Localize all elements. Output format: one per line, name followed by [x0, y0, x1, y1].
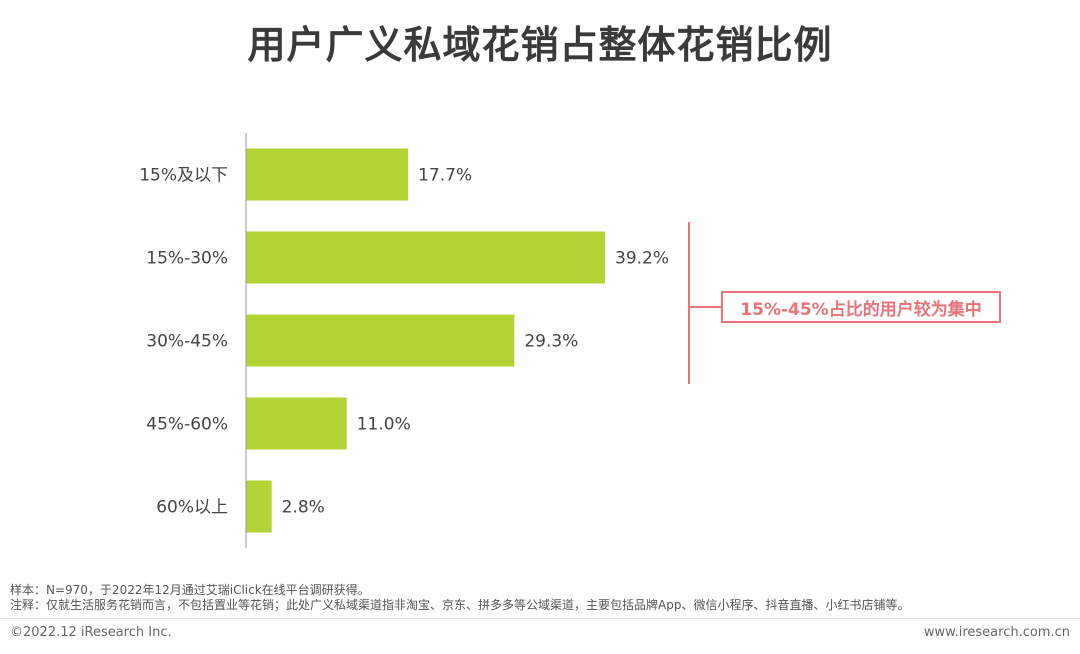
category-label: 15%及以下 — [139, 166, 228, 186]
callout-text: 15%-45%占比的用户较为集中 — [740, 299, 982, 320]
remark-note: 注释：仅就生活服务花销而言，不包括置业等花销；此处广义私域渠道指非淘宝、京东、拼… — [10, 598, 910, 612]
bar — [246, 480, 272, 533]
footnotes: 样本：N=970，于2022年12月通过艾瑞iClick在线平台调研获得。 注释… — [10, 583, 909, 613]
bar-chart: 15%及以下 17.7% 15%-30% 39.2% 30%-45% 29.3% 45%-6… — [139, 133, 669, 548]
sample-note: 样本：N=970，于2022年12月通过艾瑞iClick在线平台调研获得。 — [10, 583, 370, 597]
category-label: 15%-30% — [146, 249, 228, 269]
chart-title: 用户广义私域花销占整体花销比例 — [247, 23, 833, 67]
footer-divider — [0, 618, 1080, 619]
category-label: 30%-45% — [146, 332, 228, 352]
callout-connector-line — [689, 306, 722, 308]
category-label: 60%以上 — [156, 498, 228, 518]
category-label: 45%-60% — [146, 415, 228, 435]
bar — [246, 397, 347, 450]
value-label: 29.3% — [524, 332, 578, 352]
callout-bracket-line — [688, 222, 690, 384]
copyright-text: ©2022.12 iResearch Inc. — [10, 625, 172, 640]
callout-annotation: 15%-45%占比的用户较为集中 — [721, 291, 1001, 323]
value-label: 11.0% — [357, 415, 411, 435]
bar — [246, 314, 515, 367]
bar — [246, 148, 409, 201]
bar — [246, 231, 605, 284]
value-label: 39.2% — [615, 249, 669, 269]
value-label: 17.7% — [418, 166, 472, 186]
website-link[interactable]: www.iresearch.com.cn — [923, 625, 1070, 640]
value-label: 2.8% — [282, 498, 325, 518]
